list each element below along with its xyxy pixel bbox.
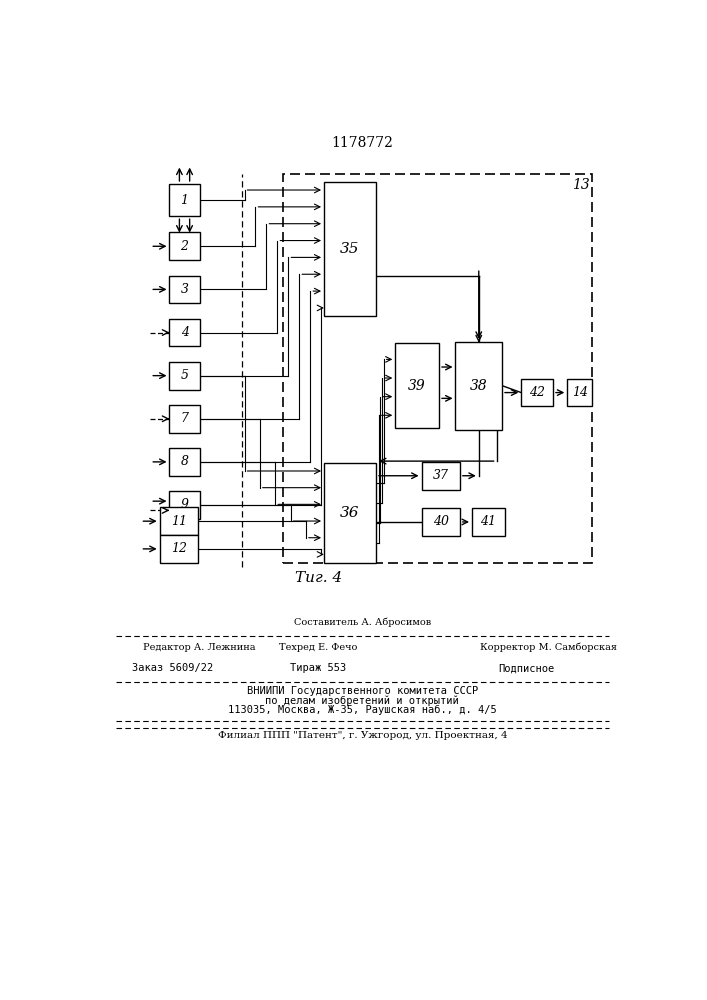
Bar <box>324 182 376 316</box>
Bar <box>170 276 199 303</box>
Text: 7: 7 <box>180 412 189 425</box>
Bar <box>170 232 199 260</box>
Text: 39: 39 <box>408 379 426 393</box>
Bar <box>421 462 460 490</box>
Text: 8: 8 <box>180 455 189 468</box>
Text: 4: 4 <box>180 326 189 339</box>
Text: Заказ 5609/22: Заказ 5609/22 <box>132 663 214 673</box>
Bar <box>160 535 198 563</box>
Text: Составитель А. Абросимов: Составитель А. Абросимов <box>294 617 431 627</box>
Text: Редактор А. Лежнина: Редактор А. Лежнина <box>144 643 256 652</box>
Bar <box>170 491 199 519</box>
Text: Подписное: Подписное <box>498 663 555 673</box>
Bar <box>421 508 460 536</box>
Bar <box>283 174 592 563</box>
Text: ВНИИПИ Государственного комитета СССР: ВНИИПИ Государственного комитета СССР <box>247 686 478 696</box>
Text: 40: 40 <box>433 515 449 528</box>
Bar <box>455 342 502 430</box>
Text: 38: 38 <box>470 379 488 393</box>
Text: 11: 11 <box>171 515 187 528</box>
Text: 13: 13 <box>572 178 590 192</box>
Text: 41: 41 <box>480 515 496 528</box>
Text: Корректор М. Самборская: Корректор М. Самборская <box>480 643 617 652</box>
Text: 37: 37 <box>433 469 449 482</box>
Text: по делам изобретений и открытий: по делам изобретений и открытий <box>265 695 460 706</box>
Text: 12: 12 <box>171 542 187 555</box>
Text: Техред Е. Фечо: Техред Е. Фечо <box>279 643 358 652</box>
Text: 5: 5 <box>180 369 189 382</box>
Text: 3: 3 <box>180 283 189 296</box>
Text: 2: 2 <box>180 240 189 253</box>
Text: 113035, Москва, Ж-35, Раушская наб., д. 4/5: 113035, Москва, Ж-35, Раушская наб., д. … <box>228 705 497 715</box>
Text: Τиг. 4: Τиг. 4 <box>295 571 342 585</box>
Bar <box>170 405 199 433</box>
Bar <box>324 463 376 563</box>
Bar <box>160 507 198 535</box>
Text: 1: 1 <box>180 194 189 207</box>
Text: 14: 14 <box>572 386 588 399</box>
Bar <box>521 379 553 406</box>
Bar <box>472 508 505 536</box>
Bar <box>567 379 592 406</box>
Bar <box>170 319 199 346</box>
Text: Тираж 553: Тираж 553 <box>291 663 346 673</box>
Bar <box>170 448 199 476</box>
Bar <box>170 184 199 216</box>
Text: 36: 36 <box>340 506 360 520</box>
Text: 9: 9 <box>180 498 189 512</box>
Bar <box>170 362 199 389</box>
Text: 42: 42 <box>529 386 545 399</box>
Bar <box>395 343 439 428</box>
Text: 35: 35 <box>340 242 360 256</box>
Text: Филиал ППП "Патент", г. Ужгород, ул. Проектная, 4: Филиал ППП "Патент", г. Ужгород, ул. Про… <box>218 732 507 740</box>
Text: 1178772: 1178772 <box>332 136 393 150</box>
